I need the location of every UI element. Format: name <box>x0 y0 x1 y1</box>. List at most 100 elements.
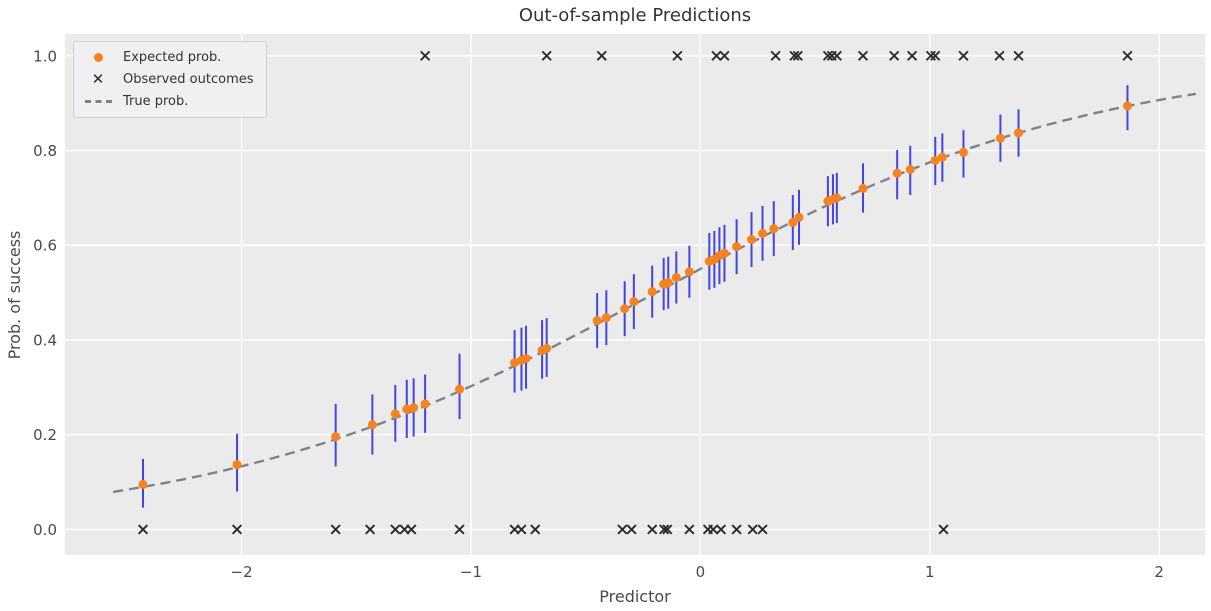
legend-item: True prob. <box>83 92 254 111</box>
observed-outcome-x-marker <box>672 50 683 61</box>
observed-outcome-x-marker <box>420 50 431 61</box>
x-marker-stroke <box>454 524 465 535</box>
observed-outcome-x-marker <box>137 524 149 535</box>
expected-prob-dot <box>390 409 400 419</box>
expected-prob-dot <box>832 193 842 203</box>
observed-outcome-x-marker <box>647 524 658 535</box>
x-tick-label: 1 <box>925 563 935 581</box>
expected-prob-dots <box>138 101 1132 489</box>
observed-outcome-x-marker <box>231 524 243 535</box>
observed-outcome-x-marker <box>530 524 541 535</box>
observed-outcome-x-marker <box>907 50 918 61</box>
x-axis-label: Predictor <box>599 587 671 606</box>
x-marker-stroke <box>231 524 243 535</box>
expected-prob-dot <box>402 404 412 414</box>
x-icon: ✕ <box>91 70 105 88</box>
legend-x-icon: ✕ <box>83 72 113 87</box>
expected-prob-dot <box>629 297 639 307</box>
expected-prob-dot <box>758 228 768 238</box>
gridlines <box>65 34 1205 555</box>
x-marker-stroke <box>626 524 637 535</box>
observed-outcome-x-marker <box>626 524 637 535</box>
observed-outcome-x-marker <box>925 50 936 61</box>
observed-outcome-x-marker <box>390 524 401 535</box>
observed-outcome-x-marker <box>731 524 742 535</box>
x-marker-stroke <box>719 50 730 61</box>
x-marker-stroke <box>889 50 900 61</box>
x-tick-label: 2 <box>1154 563 1164 581</box>
observed-outcome-x-marker <box>930 50 941 61</box>
x-marker-stroke <box>330 524 341 535</box>
x-marker-stroke <box>715 524 727 535</box>
expected-prob-dot <box>930 155 940 165</box>
expected-prob-dot <box>521 353 531 363</box>
observed-outcome-x-marker <box>516 524 527 535</box>
observed-outcome-x-marker <box>708 524 719 535</box>
y-tick-label: 1.0 <box>33 47 57 65</box>
observed-outcome-x-marker <box>715 524 727 535</box>
x-marker-stroke <box>925 50 936 61</box>
observed-outcome-x-marker <box>541 50 552 61</box>
x-marker-stroke <box>792 50 803 61</box>
expected-prob-dot <box>331 432 341 442</box>
observed-outcome-x-marker <box>1122 50 1133 61</box>
x-marker-stroke <box>364 524 376 535</box>
expected-prob-dot <box>769 224 779 234</box>
observed-outcome-x-marker <box>364 524 376 535</box>
x-marker-stroke <box>731 524 742 535</box>
expected-prob-dot <box>663 278 673 288</box>
x-marker-stroke <box>672 50 683 61</box>
x-marker-stroke <box>420 50 431 61</box>
y-tick-label: 0.8 <box>33 142 57 160</box>
observed-outcome-x-marker <box>454 524 465 535</box>
x-axis-tick-labels: −2 −1 0 1 2 <box>231 563 1164 581</box>
legend-item-label: Observed outcomes <box>123 72 254 87</box>
dashed-line-icon <box>84 100 112 103</box>
chart-title: Out-of-sample Predictions <box>519 5 751 26</box>
x-marker-stroke <box>662 524 673 535</box>
y-tick-label: 0.0 <box>33 521 57 539</box>
observed-outcome-x-marker <box>831 50 842 61</box>
x-marker-stroke <box>857 50 869 61</box>
expected-prob-dot <box>995 133 1005 143</box>
x-marker-stroke <box>822 50 833 61</box>
expected-prob-dot <box>788 218 798 228</box>
observed-outcome-x-marker <box>857 50 869 61</box>
x-marker-stroke <box>684 524 695 535</box>
x-marker-stroke <box>958 50 969 61</box>
x-tick-label: 0 <box>696 563 706 581</box>
legend-item-label: Expected prob. <box>123 50 222 65</box>
y-tick-label: 0.2 <box>33 426 57 444</box>
observed-outcome-x-marker <box>617 524 628 535</box>
x-marker-stroke <box>930 50 941 61</box>
observed-outcome-x-marker <box>406 524 417 535</box>
y-axis-tick-labels: 0.0 0.2 0.4 0.6 0.8 1.0 <box>33 47 57 539</box>
expected-prob-dot <box>455 384 465 394</box>
observed-outcome-x-marker <box>889 50 900 61</box>
y-tick-label: 0.4 <box>33 331 57 349</box>
x-marker-stroke <box>406 524 417 535</box>
y-tick-label: 0.6 <box>33 237 57 255</box>
dot-icon <box>93 53 103 62</box>
observed-outcome-x-marker <box>938 524 949 535</box>
x-marker-stroke <box>647 524 658 535</box>
observed-outcome-x-marker <box>792 50 803 61</box>
expected-prob-dot <box>542 343 552 353</box>
x-marker-stroke <box>757 524 768 535</box>
x-marker-stroke <box>789 50 800 61</box>
observed-outcome-x-marker <box>770 50 781 61</box>
expected-prob-dot <box>138 479 148 489</box>
expected-prob-dot <box>620 304 630 314</box>
observed-outcome-x-marker <box>711 50 722 61</box>
observed-outcome-x-marker <box>662 524 673 535</box>
expected-prob-dot <box>794 212 804 222</box>
legend-item: ✕ Observed outcomes <box>83 70 254 89</box>
expected-prob-dot <box>892 168 902 178</box>
observed-outcome-x-marker <box>822 50 833 61</box>
observed-outcome-x-marker <box>757 524 768 535</box>
expected-prob-dot <box>367 420 377 430</box>
expected-prob-dot <box>858 183 868 193</box>
observed-outcome-markers <box>137 50 1133 535</box>
observed-outcome-x-marker <box>958 50 969 61</box>
expected-prob-dot <box>747 235 757 245</box>
